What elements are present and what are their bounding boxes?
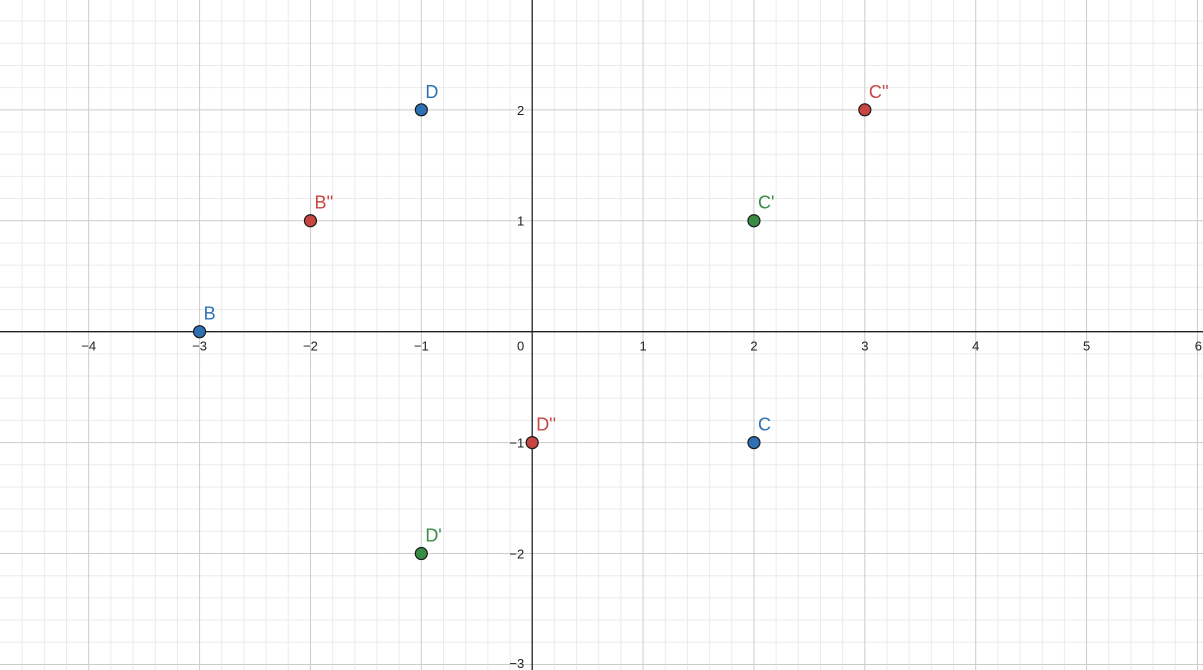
point-d-prime[interactable] (414, 546, 428, 561)
tick-labels: −4 −3 −2 −1 0 1 2 3 4 5 6 −3 −2 −1 1 2 (81, 103, 1202, 670)
y-tick-label: −3 (509, 656, 524, 670)
data-points: B D C C' D' B'' C'' D'' (192, 82, 889, 561)
point-d[interactable] (414, 103, 428, 117)
y-tick-label: 2 (517, 103, 524, 118)
x-tick-label: 3 (861, 339, 868, 354)
point-b[interactable] (192, 325, 207, 339)
x-tick-label: 2 (750, 339, 757, 354)
point-label-d-double-prime: D'' (536, 415, 556, 435)
point-d-double-prime[interactable] (525, 435, 539, 450)
x-tick-label: 4 (972, 339, 979, 354)
x-tick-label: −1 (414, 339, 429, 354)
x-tick-label: 0 (517, 339, 524, 354)
y-tick-label: −1 (509, 436, 524, 451)
point-label-b: B (204, 304, 216, 324)
point-b-double-prime[interactable] (303, 214, 318, 228)
y-tick-label: −2 (509, 547, 524, 562)
point-label-b-double-prime: B'' (314, 193, 333, 213)
x-tick-label: 5 (1083, 339, 1090, 354)
x-tick-label: −2 (303, 339, 318, 354)
point-label-d: D (425, 82, 438, 102)
x-tick-label: 6 (1195, 339, 1202, 354)
point-c-double-prime[interactable] (858, 103, 872, 117)
point-label-c-prime: C' (758, 193, 774, 213)
point-label-c: C (758, 415, 771, 435)
point-label-c-double-prime: C'' (869, 82, 889, 102)
x-tick-label: −3 (192, 339, 207, 354)
x-tick-label: −4 (81, 339, 96, 354)
point-c-prime[interactable] (747, 214, 761, 228)
point-c[interactable] (747, 435, 761, 450)
y-tick-label: 1 (517, 214, 524, 229)
point-label-d-prime: D' (425, 526, 441, 546)
x-tick-label: 1 (639, 339, 646, 354)
